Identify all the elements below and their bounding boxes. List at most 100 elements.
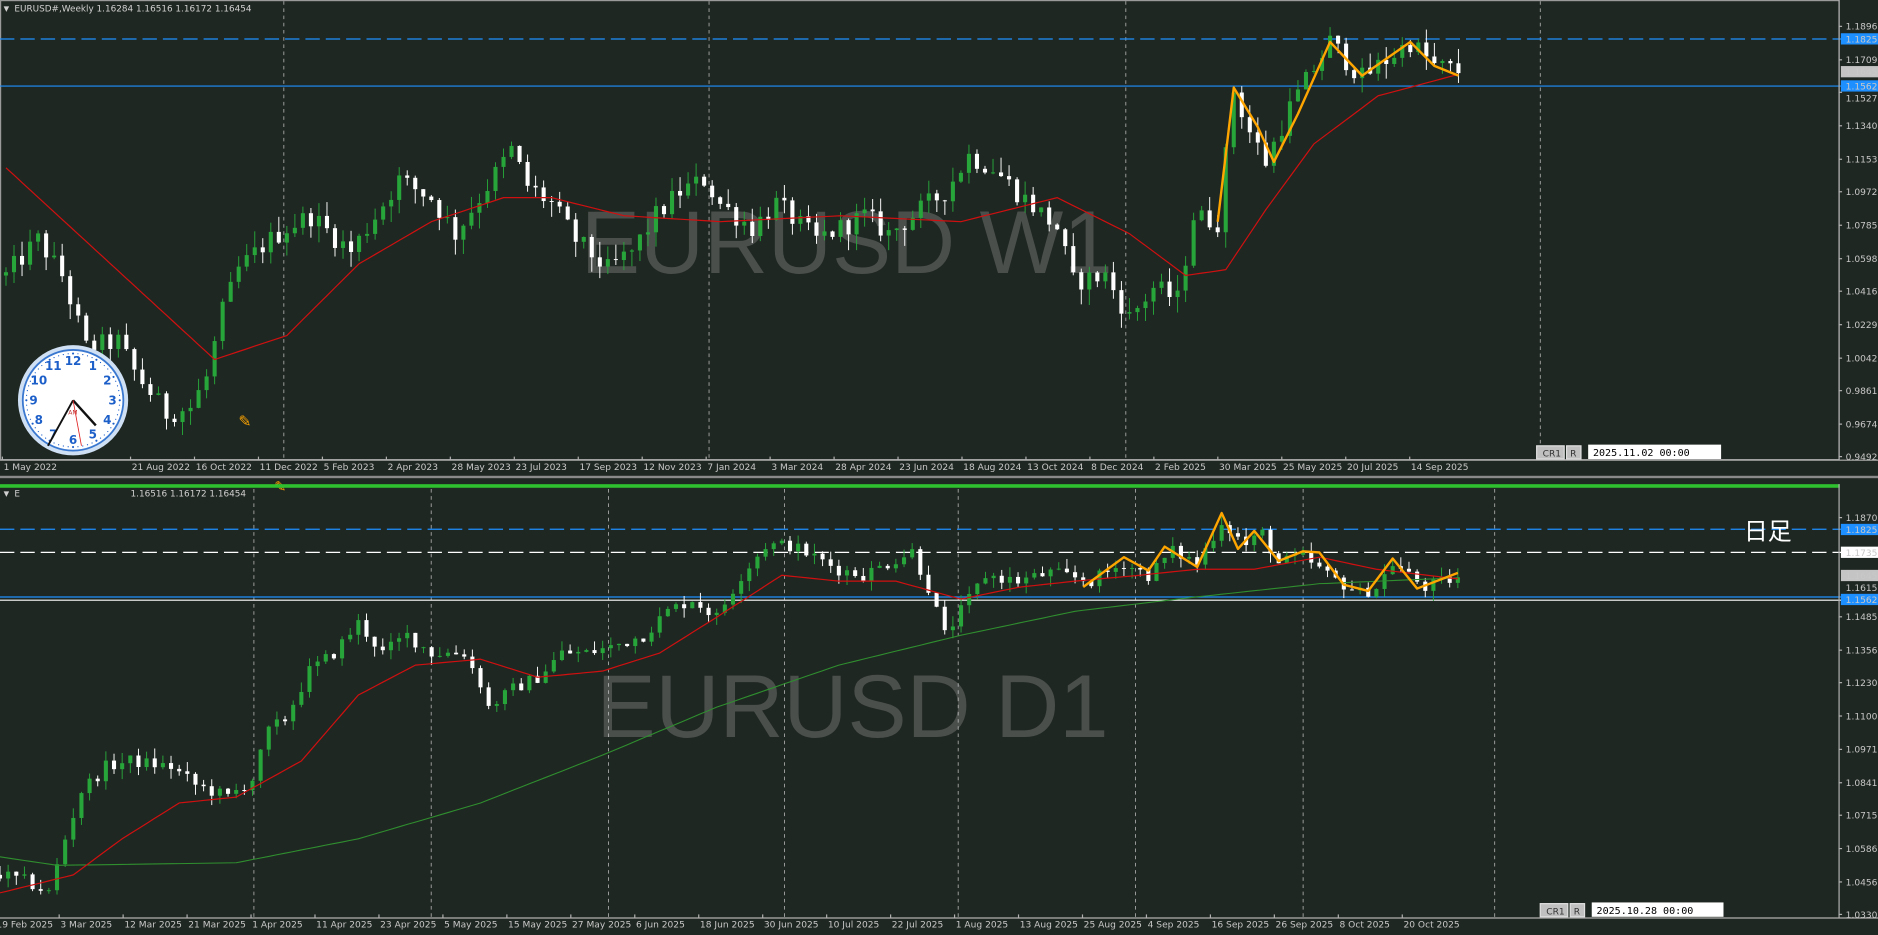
- candle-body: [283, 719, 288, 722]
- clock-tick: [53, 356, 55, 359]
- candle-body: [1151, 287, 1156, 302]
- r-button[interactable]: [1565, 445, 1582, 460]
- price-label: 1.09720: [1846, 188, 1878, 198]
- candle-body: [421, 189, 426, 197]
- daily-header-prefix: E: [14, 490, 20, 500]
- candle-body: [1063, 229, 1068, 247]
- candle-body: [1284, 555, 1289, 564]
- price-label: 1.18705: [1846, 514, 1878, 524]
- candle-body: [1195, 557, 1200, 565]
- price-label: 1.05980: [1846, 255, 1878, 265]
- time-label: 10 Jul 2025: [828, 921, 879, 930]
- candle-body: [52, 255, 57, 258]
- candle-body: [682, 604, 687, 609]
- r-button[interactable]: [1569, 903, 1586, 918]
- pencil-object-icon[interactable]: ✎: [238, 413, 251, 431]
- candle-body: [1119, 290, 1124, 314]
- candle-body: [1390, 566, 1395, 575]
- clock-tick: [25, 399, 28, 402]
- candle-body: [1087, 272, 1092, 290]
- daily-header-values: 1.16516 1.16172 1.16454: [131, 490, 247, 500]
- candle-body: [469, 212, 474, 226]
- candle-body: [1167, 281, 1172, 298]
- candle-body: [698, 602, 703, 608]
- candle-body: [742, 221, 747, 226]
- time-label: 16 Oct 2022: [196, 463, 252, 473]
- candle-body: [942, 606, 947, 631]
- daily-pane-top-indicator: [0, 484, 1840, 488]
- candle-body: [307, 666, 312, 692]
- price-badge: [1840, 66, 1878, 78]
- time-label: 25 May 2025: [1283, 463, 1342, 473]
- candle-body: [806, 216, 811, 223]
- weekly-time-axis: 1 May 2022 21 Aug 2022 16 Oct 2022 11 Dec 2…: [1, 456, 1469, 473]
- price-label: 1.09710: [1846, 746, 1878, 756]
- candle-body: [637, 234, 642, 251]
- candle-body: [196, 390, 201, 408]
- candle-body: [568, 650, 573, 654]
- candle-body: [308, 213, 313, 227]
- pane-separator[interactable]: [0, 475, 1878, 479]
- time-label: 20 Oct 2025: [1403, 921, 1459, 930]
- collapse-arrow-icon[interactable]: ▼: [4, 4, 10, 13]
- candle-body: [236, 266, 241, 282]
- candle-body: [1317, 562, 1322, 567]
- candle-body: [1408, 45, 1413, 53]
- clock-tick: [116, 385, 119, 387]
- time-label: 5 Feb 2023: [324, 463, 375, 473]
- collapse-arrow-icon[interactable]: ▼: [4, 489, 10, 498]
- candle-body: [918, 549, 923, 575]
- clock-tick: [107, 430, 109, 433]
- candle-body: [1211, 540, 1216, 549]
- time-label: 19 Feb 2025: [0, 921, 53, 930]
- time-label: 14 Sep 2025: [1411, 463, 1469, 473]
- candle-body: [1271, 141, 1276, 166]
- time-label: 23 Jul 2023: [515, 463, 567, 473]
- candle-body: [87, 778, 92, 794]
- candle-body: [1199, 210, 1204, 221]
- clock-tick: [110, 427, 112, 429]
- price-label: 1.03305: [1846, 911, 1878, 921]
- candle-body: [517, 145, 522, 162]
- candle-body: [902, 228, 907, 230]
- candle-body: [926, 574, 931, 593]
- cr1-button[interactable]: [1539, 903, 1569, 918]
- clock-tick: [82, 353, 84, 356]
- candle-body: [1311, 70, 1317, 72]
- candle-body: [814, 222, 819, 236]
- clock-tick: [34, 427, 36, 429]
- analog-clock-widget[interactable]: 121234567891011 AM: [17, 345, 129, 456]
- candle-body: [268, 231, 273, 253]
- candle-body: [1456, 63, 1461, 74]
- candle-body: [1303, 71, 1309, 90]
- candle-body: [790, 200, 795, 224]
- candle-body: [260, 247, 265, 253]
- candle-body: [1239, 92, 1244, 118]
- candle-body: [854, 213, 859, 235]
- candle-body: [1279, 135, 1284, 142]
- clock-tick: [62, 353, 64, 356]
- price-badge: [1840, 33, 1878, 45]
- candle-body: [11, 255, 17, 273]
- zigzag-line: [1082, 511, 1459, 593]
- candle-body: [1400, 45, 1405, 58]
- candle-body: [798, 216, 803, 224]
- datetime-field[interactable]: [1588, 444, 1722, 460]
- datetime-field[interactable]: [1591, 902, 1724, 917]
- candle-body: [734, 207, 739, 226]
- candle-body: [3, 272, 9, 276]
- candle-body: [739, 581, 744, 594]
- candle-body: [589, 236, 594, 258]
- candle-body: [477, 203, 482, 213]
- candle-body: [1039, 207, 1044, 213]
- weekly-indicators: [5, 40, 1459, 361]
- clock-tick: [58, 444, 60, 446]
- weekly-price-axis: 1.18960 1.18254 1.17090 1.16454 1.15625 1.152…: [1838, 23, 1878, 463]
- candle-body: [266, 726, 271, 750]
- cr1-button[interactable]: [1536, 445, 1565, 460]
- candle-body: [144, 758, 149, 768]
- candle-body: [76, 304, 81, 316]
- candle-body: [600, 648, 605, 654]
- time-label: 28 May 2023: [452, 463, 511, 473]
